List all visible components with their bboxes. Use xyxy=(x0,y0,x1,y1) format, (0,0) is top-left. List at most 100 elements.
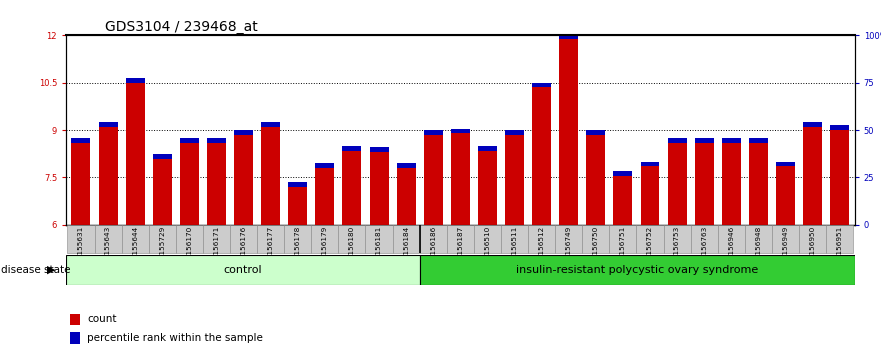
Bar xyxy=(68,225,94,253)
Text: disease state: disease state xyxy=(1,265,70,275)
Bar xyxy=(285,225,311,253)
Bar xyxy=(718,225,744,253)
Bar xyxy=(776,162,795,166)
Bar xyxy=(474,225,501,253)
Text: GSM156186: GSM156186 xyxy=(430,226,436,270)
Bar xyxy=(126,83,144,225)
Bar xyxy=(288,182,307,187)
Bar xyxy=(587,130,605,135)
Bar xyxy=(369,148,389,152)
Bar xyxy=(261,127,280,225)
Bar xyxy=(776,166,795,225)
Bar xyxy=(180,138,199,143)
Bar xyxy=(70,314,80,325)
Bar xyxy=(532,87,552,225)
Bar xyxy=(582,225,610,253)
Bar xyxy=(338,225,366,253)
Bar xyxy=(691,225,718,253)
Bar xyxy=(749,138,768,143)
Text: GSM156753: GSM156753 xyxy=(674,226,680,270)
Bar xyxy=(587,135,605,225)
Bar xyxy=(663,225,691,253)
Bar xyxy=(610,225,636,253)
Bar xyxy=(122,225,149,253)
Text: GSM156177: GSM156177 xyxy=(268,226,274,270)
Text: GSM156752: GSM156752 xyxy=(647,226,653,270)
Bar xyxy=(559,34,578,39)
Text: percentile rank within the sample: percentile rank within the sample xyxy=(87,332,263,343)
Bar xyxy=(393,225,419,253)
Text: GSM156184: GSM156184 xyxy=(403,226,409,270)
Bar xyxy=(152,159,172,225)
Bar xyxy=(803,127,822,225)
Bar xyxy=(149,225,176,253)
Bar xyxy=(315,168,334,225)
Bar xyxy=(695,138,714,143)
Bar xyxy=(451,129,470,133)
Bar xyxy=(636,225,663,253)
Text: GSM156950: GSM156950 xyxy=(810,226,816,270)
Bar xyxy=(99,127,117,225)
Bar xyxy=(532,83,552,87)
Bar xyxy=(668,138,686,143)
Bar xyxy=(230,225,257,253)
Bar xyxy=(555,225,582,253)
Text: GSM156946: GSM156946 xyxy=(729,226,734,270)
Text: GSM155729: GSM155729 xyxy=(159,226,166,270)
Bar xyxy=(830,130,849,225)
Bar xyxy=(311,225,338,253)
Text: ▶: ▶ xyxy=(47,265,56,275)
Bar xyxy=(424,135,443,225)
Text: GSM156510: GSM156510 xyxy=(485,226,491,270)
Text: GSM156948: GSM156948 xyxy=(755,226,761,270)
Bar xyxy=(424,130,443,135)
Bar xyxy=(71,143,91,225)
Bar xyxy=(71,138,91,143)
Bar xyxy=(478,146,497,150)
Text: GSM156512: GSM156512 xyxy=(538,226,544,270)
Text: GSM156763: GSM156763 xyxy=(701,226,707,270)
Bar xyxy=(613,171,633,176)
Text: GDS3104 / 239468_at: GDS3104 / 239468_at xyxy=(106,21,258,34)
Bar xyxy=(257,225,285,253)
Bar xyxy=(261,122,280,127)
Bar xyxy=(176,225,203,253)
Text: GSM156949: GSM156949 xyxy=(782,226,788,270)
Bar xyxy=(126,78,144,83)
Bar xyxy=(722,143,741,225)
Bar xyxy=(152,154,172,159)
Bar xyxy=(207,143,226,225)
Bar xyxy=(369,152,389,225)
Text: GSM156178: GSM156178 xyxy=(295,226,300,270)
Bar xyxy=(203,225,230,253)
Bar xyxy=(234,135,253,225)
Bar xyxy=(505,135,524,225)
Bar xyxy=(505,130,524,135)
Bar xyxy=(180,143,199,225)
Bar xyxy=(749,143,768,225)
Bar xyxy=(803,122,822,127)
Text: GSM156751: GSM156751 xyxy=(620,226,626,270)
Text: GSM156511: GSM156511 xyxy=(512,226,517,270)
Bar xyxy=(722,138,741,143)
Bar xyxy=(826,225,853,253)
Bar xyxy=(396,168,416,225)
Text: count: count xyxy=(87,314,116,324)
Bar xyxy=(559,39,578,225)
Bar xyxy=(288,187,307,225)
Bar xyxy=(640,166,660,225)
Bar xyxy=(207,138,226,143)
Text: GSM156749: GSM156749 xyxy=(566,226,572,270)
Bar xyxy=(70,332,80,343)
Bar xyxy=(501,225,528,253)
Text: GSM156180: GSM156180 xyxy=(349,226,355,270)
Text: control: control xyxy=(224,265,263,275)
Bar xyxy=(315,163,334,168)
Bar xyxy=(234,130,253,135)
Text: GSM156181: GSM156181 xyxy=(376,226,382,270)
Bar xyxy=(419,255,855,285)
Bar xyxy=(451,133,470,225)
Text: GSM156171: GSM156171 xyxy=(213,226,219,270)
Bar xyxy=(772,225,799,253)
Bar xyxy=(668,143,686,225)
